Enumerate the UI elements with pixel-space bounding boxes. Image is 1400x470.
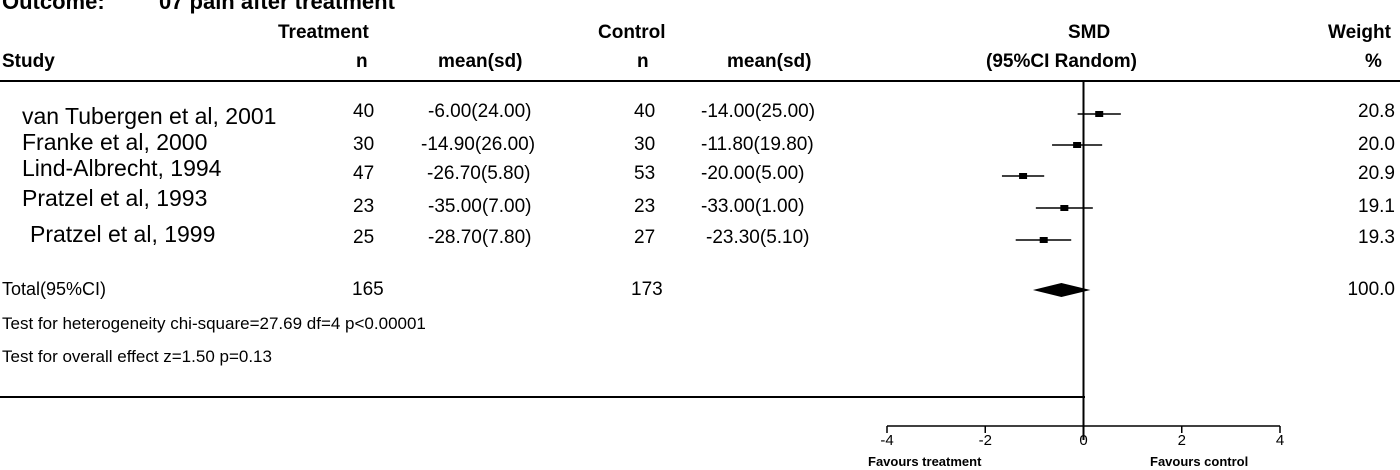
control-header: Control	[598, 22, 666, 43]
pooled-diamond	[1032, 283, 1091, 297]
treatment-n-header: n	[356, 51, 368, 72]
control-n: 27	[634, 227, 656, 248]
study-point-estimate	[1073, 142, 1082, 148]
treatment-mean: -35.00(7.00)	[428, 196, 532, 217]
control-mean: -33.00(1.00)	[701, 196, 805, 217]
control-mean: -23.30(5.10)	[706, 227, 810, 248]
study-name: Lind-Albrecht, 1994	[22, 155, 222, 181]
study-point-estimate	[1039, 237, 1048, 243]
smd-sub-header: (95%CI Random)	[986, 51, 1137, 72]
study-name: Pratzel et al, 1993	[22, 185, 208, 211]
treatment-n: 47	[353, 163, 375, 184]
weight-sub-header: %	[1365, 51, 1382, 72]
control-n: 23	[634, 196, 656, 217]
study-point-estimate	[1060, 205, 1069, 211]
control-mean: -11.80(19.80)	[701, 134, 814, 155]
treatment-n: 25	[353, 227, 375, 248]
total-treatment-n: 165	[352, 279, 384, 300]
x-tick-label: -2	[978, 432, 992, 449]
smd-header: SMD	[1068, 22, 1111, 43]
treatment-n: 23	[353, 196, 375, 217]
treatment-header: Treatment	[278, 22, 369, 43]
weight-header: Weight	[1328, 22, 1391, 43]
study-weight: 19.3	[1358, 227, 1395, 248]
control-n: 30	[634, 134, 656, 155]
favours-control-label: Favours control	[1150, 454, 1249, 469]
outcome-line: Outcome: 07 pain after treatment	[2, 0, 395, 15]
control-mean: -14.00(25.00)	[701, 101, 816, 122]
control-n: 40	[634, 101, 656, 122]
x-tick-label: 4	[1275, 432, 1285, 449]
heterogeneity-test: Test for heterogeneity chi-square=27.69 …	[2, 314, 426, 333]
study-header: Study	[2, 51, 55, 72]
x-tick-label: -4	[880, 432, 894, 449]
control-n-header: n	[637, 51, 649, 72]
overall-effect-test: Test for overall effect z=1.50 p=0.13	[2, 347, 272, 366]
total-control-n: 173	[631, 279, 663, 300]
treatment-mean-header: mean(sd)	[438, 51, 523, 72]
outcome-text: 07 pain after treatment	[158, 0, 395, 14]
treatment-n: 30	[353, 134, 375, 155]
treatment-mean: -26.70(5.80)	[427, 163, 531, 184]
study-point-estimate	[1095, 111, 1104, 117]
study-weight: 20.8	[1358, 101, 1395, 122]
control-n: 53	[634, 163, 656, 184]
treatment-n: 40	[353, 101, 375, 122]
footer-rule	[0, 396, 1085, 398]
outcome-label: Outcome:	[2, 0, 105, 14]
x-tick-label: 2	[1177, 432, 1186, 449]
total-label: Total(95%CI)	[2, 279, 107, 299]
control-mean-header: mean(sd)	[727, 51, 812, 72]
total-weight: 100.0	[1347, 279, 1395, 300]
treatment-mean: -14.90(26.00)	[421, 134, 536, 155]
study-weight: 19.1	[1358, 196, 1395, 217]
study-weight: 20.0	[1358, 134, 1395, 155]
study-name: van Tubergen et al, 2001	[22, 103, 277, 129]
x-tick-label: 0	[1079, 432, 1088, 449]
control-mean: -20.00(5.00)	[701, 163, 805, 184]
header-rule	[0, 80, 1400, 82]
treatment-mean: -6.00(24.00)	[428, 101, 532, 122]
favours-treatment-label: Favours treatment	[868, 454, 982, 469]
study-point-estimate	[1019, 173, 1028, 179]
study-name: Pratzel et al, 1999	[30, 221, 216, 247]
study-weight: 20.9	[1358, 163, 1395, 184]
study-name: Franke et al, 2000	[22, 129, 208, 155]
treatment-mean: -28.70(7.80)	[428, 227, 532, 248]
